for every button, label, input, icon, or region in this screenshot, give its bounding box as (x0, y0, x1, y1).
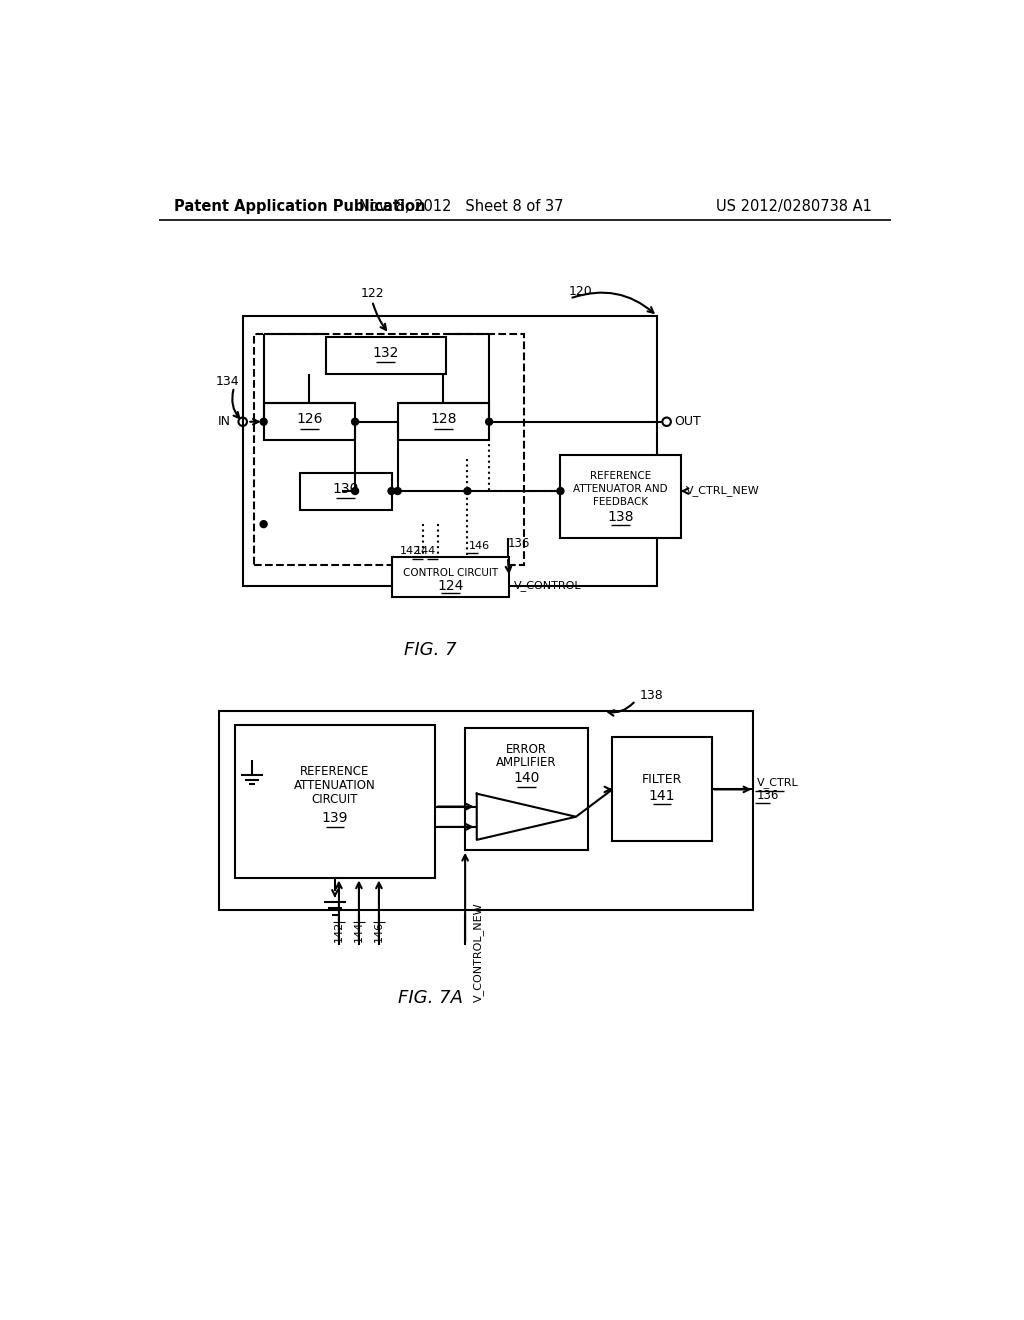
Text: ATTENUATION: ATTENUATION (294, 779, 376, 792)
Text: 136: 136 (508, 537, 530, 550)
Bar (397, 404, 489, 441)
Bar (263, 404, 355, 441)
Text: 139: 139 (322, 810, 348, 825)
Text: 120: 120 (568, 285, 592, 298)
Text: V_CTRL_NEW: V_CTRL_NEW (686, 486, 760, 496)
Bar (300, 473, 391, 510)
Text: 128: 128 (430, 412, 457, 426)
Text: 122: 122 (360, 286, 384, 300)
Text: 142: 142 (334, 921, 344, 942)
Text: FEEDBACK: FEEDBACK (593, 496, 648, 507)
Text: 144: 144 (354, 921, 364, 942)
Text: 134: 134 (215, 375, 239, 388)
Text: 141: 141 (649, 789, 675, 803)
Circle shape (388, 487, 395, 495)
Circle shape (260, 418, 267, 425)
Bar (234, 725, 435, 878)
Text: 142: 142 (399, 546, 421, 556)
Circle shape (351, 487, 358, 495)
Text: ERROR: ERROR (506, 743, 547, 756)
Bar (560, 455, 681, 539)
Bar (326, 337, 445, 374)
Text: 144: 144 (415, 546, 436, 556)
Bar (219, 711, 753, 909)
Circle shape (260, 520, 267, 528)
Circle shape (351, 418, 358, 425)
Text: V_CONTROL: V_CONTROL (514, 581, 582, 591)
Text: REFERENCE: REFERENCE (300, 764, 370, 777)
Circle shape (557, 487, 564, 495)
Text: 138: 138 (607, 511, 634, 524)
Text: CIRCUIT: CIRCUIT (311, 792, 358, 805)
Text: OUT: OUT (675, 416, 701, 428)
Text: 136: 136 (757, 789, 779, 803)
Bar (465, 729, 588, 850)
Text: 138: 138 (640, 689, 664, 702)
Bar (391, 557, 509, 598)
Text: 126: 126 (296, 412, 323, 426)
Text: V_CONTROL_NEW: V_CONTROL_NEW (473, 903, 483, 1002)
Text: 132: 132 (373, 346, 399, 360)
Text: REFERENCE: REFERENCE (590, 471, 651, 482)
Text: 130: 130 (333, 482, 359, 496)
Text: US 2012/0280738 A1: US 2012/0280738 A1 (716, 198, 872, 214)
Text: FILTER: FILTER (642, 774, 682, 787)
Text: IN: IN (218, 416, 231, 428)
Text: 140: 140 (513, 771, 540, 785)
Text: FIG. 7A: FIG. 7A (397, 989, 463, 1007)
Circle shape (394, 487, 401, 495)
Text: CONTROL CIRCUIT: CONTROL CIRCUIT (402, 568, 498, 578)
Text: Patent Application Publication: Patent Application Publication (174, 198, 426, 214)
Text: 124: 124 (437, 578, 464, 593)
Text: FIG. 7: FIG. 7 (403, 640, 457, 659)
Circle shape (464, 487, 471, 495)
Text: AMPLIFIER: AMPLIFIER (496, 756, 557, 770)
Bar (612, 738, 712, 841)
Circle shape (485, 418, 493, 425)
Text: 146: 146 (469, 541, 490, 550)
Text: Nov. 8, 2012   Sheet 8 of 37: Nov. 8, 2012 Sheet 8 of 37 (359, 198, 563, 214)
Text: 146: 146 (374, 921, 384, 942)
Text: V_CTRL: V_CTRL (757, 777, 799, 788)
Bar (254, 334, 524, 565)
Bar (243, 317, 657, 586)
Text: ATTENUATOR AND: ATTENUATOR AND (573, 484, 668, 495)
